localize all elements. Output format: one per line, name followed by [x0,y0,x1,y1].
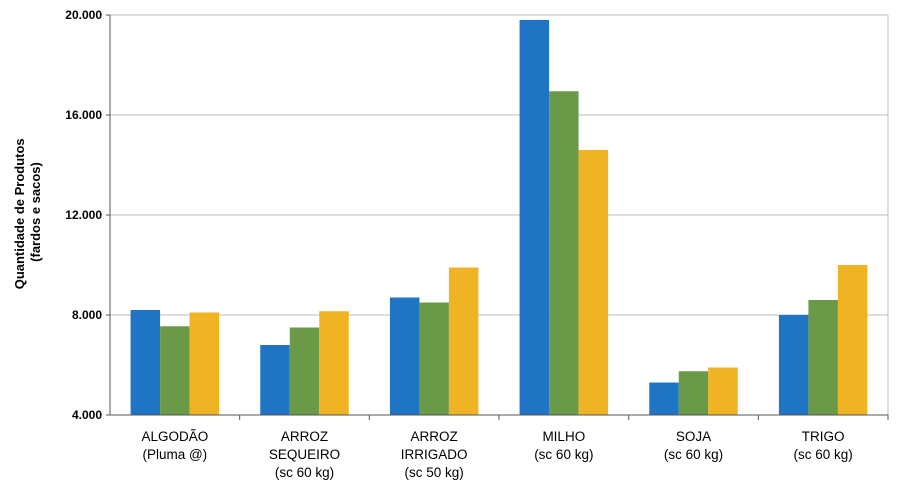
x-tick-label: (sc 50 kg) [405,465,464,480]
x-tick-label: SEQUEIRO [269,447,340,462]
bar [778,315,809,415]
bar [130,310,161,415]
x-tick-label: IRRIGADO [401,447,468,462]
x-tick-label: MILHO [542,429,585,444]
y-tick-label: 4.000 [72,408,102,422]
labels: Quantidade de Produtos (fardos e sacos) … [12,8,853,480]
bar [578,150,609,415]
bar [649,382,679,415]
y-axis-label-line-2: (fardos e sacos) [28,162,43,262]
bar [160,326,190,415]
x-tick-label: SOJA [676,429,711,444]
x-tick-label: TRIGO [802,429,845,444]
bar [189,312,220,415]
y-tick-label: 12.000 [65,208,102,222]
gridlines [110,14,889,415]
y-tick-label: 20.000 [65,8,102,22]
bar [289,327,320,415]
bar [837,265,868,415]
bar [319,311,349,415]
bar [419,302,449,415]
y-tick-label: 16.000 [65,108,102,122]
x-tick-label: (Pluma @) [142,447,207,462]
x-tick-label: ARROZ [411,429,458,444]
x-tick-label: (sc 60 kg) [664,447,723,462]
bar [448,267,479,415]
bar [678,371,709,415]
y-axis-label-line-1: Quantidade de Produtos [12,138,27,289]
y-axis-label: Quantidade de Produtos (fardos e sacos) [12,135,43,290]
y-tick-label: 8.000 [72,308,102,322]
x-tick-label: (sc 60 kg) [275,465,334,480]
bar [260,345,290,415]
x-tick-label: (sc 60 kg) [794,447,853,462]
bar [808,300,838,415]
axes [106,14,889,420]
x-tick-label: (sc 60 kg) [534,447,593,462]
x-tick-label: ARROZ [281,429,328,444]
bars [130,20,868,415]
x-tick-label: ALGODÃO [141,429,208,444]
bar [519,20,550,415]
bar [389,297,420,415]
bar [708,367,738,415]
bar [549,91,579,415]
